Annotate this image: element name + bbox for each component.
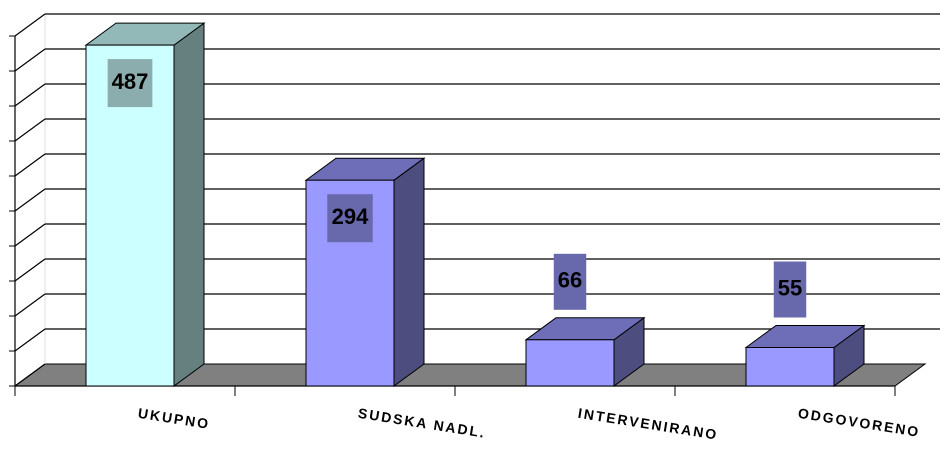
grid-diagonal [14,293,46,317]
bar [744,324,866,387]
bar-side [173,22,205,387]
bar [524,316,646,387]
grid-diagonal [14,13,46,37]
grid-diagonal [14,153,46,177]
value-label: 66 [558,268,582,293]
bar-side [393,157,425,387]
grid-diagonal [14,363,46,387]
x-tick-label: SUDSKA NADL. [357,405,487,441]
value-label-box [553,253,587,310]
value-label-box [773,261,807,318]
x-tick-label: INTERVENIRANO [577,405,719,443]
grid-diagonal [14,258,46,282]
x-tick-label: UKUPNO [137,405,211,432]
bar-front [525,339,615,387]
grid-diagonal [14,188,46,212]
value-label-box [107,59,153,108]
value-label: 294 [332,204,369,229]
value-label: 487 [112,69,149,94]
bar [304,157,426,387]
bar-front [745,347,835,387]
grid-diagonal [14,223,46,247]
x-tick-label: ODGOVORENO [797,405,921,440]
value-label-box [327,194,373,243]
grid-diagonal [14,118,46,142]
grid-diagonal [14,83,46,107]
value-label: 55 [778,275,802,300]
grid-diagonal [14,328,46,352]
grid-diagonal [14,48,46,72]
